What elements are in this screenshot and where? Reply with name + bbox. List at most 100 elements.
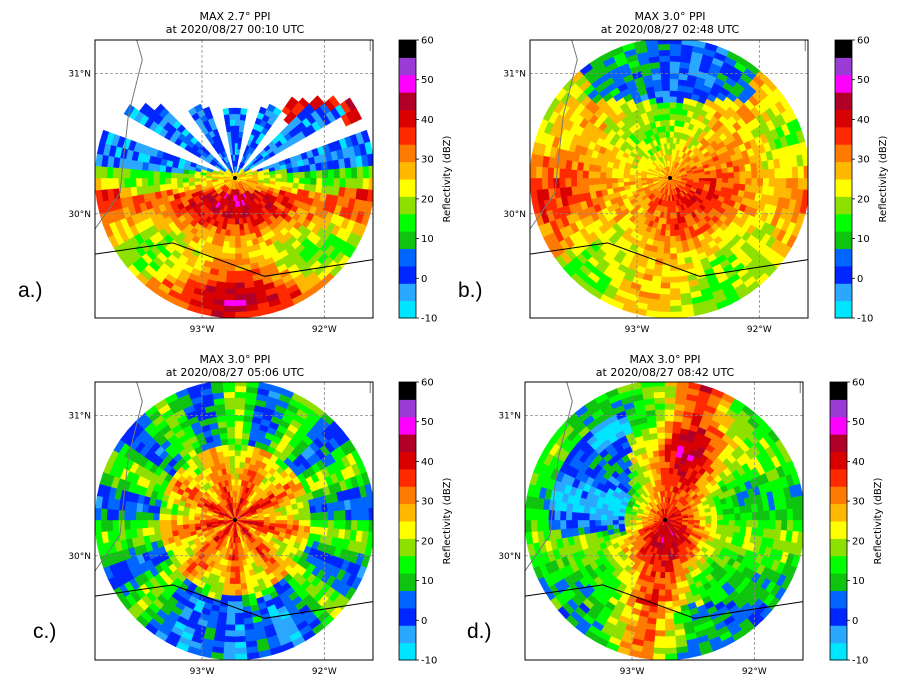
panel-b-colorbar-tick-label: 0 [857,274,863,285]
panel-d-lat-label-0: 31°N [498,411,521,421]
panel-d-colorbar-segment [830,625,847,643]
panel-b-colorbar-segment [835,283,852,301]
panel-b-colorbar-tick-label: 50 [857,75,870,86]
panel-b-colorbar-segment [835,179,852,197]
panel-b-colorbar-tick-label: 30 [857,155,870,166]
panel-a-radar-site-marker [233,176,237,180]
panel-b-lat-label-1: 30°N [503,210,526,220]
panel-a-colorbar-tick-label: 40 [421,115,434,126]
panel-b-colorbar-label: Reflectivity (dBZ) [878,135,889,222]
panel-b-colorbar-segment [835,127,852,145]
panel-c-colorbar-segment [399,556,416,574]
panel-a-colorbar-segment [399,57,416,75]
panel-d-colorbar-tick-label: 10 [852,576,865,587]
panel-a-lat-label-1: 30°N [68,210,91,220]
panel-b-radar-site-marker [668,176,672,180]
panel-d-colorbar-segment [830,399,847,417]
panel-c-colorbar-label: Reflectivity (dBZ) [442,477,453,564]
panel-d-lat-label-1: 30°N [498,552,521,562]
panel-b-colorbar-segment [835,57,852,75]
panel-a-colorbar-segment [399,196,416,214]
panel-a-colorbar-segment [399,179,416,197]
panel-a-colorbar-segment [399,214,416,232]
panel-c-colorbar-segment [399,452,416,470]
panel-c-colorbar-tick-label: 60 [421,378,434,389]
panel-a-colorbar-segment [399,283,416,301]
panel-b-colorbar-segment [835,196,852,214]
panel-d-colorbar-tick-label: 0 [852,616,858,627]
panel-d-colorbar-segment [830,469,847,487]
panel-c-lon-label-0: 93°W [190,667,215,677]
panel-b-colorbar-segment [835,144,852,162]
panel-c-colorbar-segment [399,399,416,417]
panel-d-colorbar-segment [830,504,847,522]
panel-d-colorbar-segment [830,573,847,591]
panel-b-lon-label-1: 92°W [747,325,772,335]
panel-d-colorbar-segment [830,643,847,661]
panel-b-colorbar-segment [835,301,852,319]
panel-d-colorbar-segment [830,382,847,400]
panel-c-colorbar-segment [399,521,416,539]
panel-c-colorbar-tick-label: 0 [421,616,427,627]
panel-b-lon-label-0: 93°W [625,325,650,335]
panel-c-colorbar-segment [399,573,416,591]
panel-c-colorbar-segment [399,434,416,452]
panel-b-colorbar-tick-label: 40 [857,115,870,126]
panel-d-colorbar-segment [830,521,847,539]
panel-a-colorbar-segment [399,127,416,145]
panel-c-colorbar-tick-label: 30 [421,497,434,508]
panel-c-lat-label-0: 31°N [68,411,91,421]
panel-d-map: 31°N 30°N 93°W 92°W [498,380,805,677]
panel-b-colorbar: -100102030405060Reflectivity (dBZ) [835,36,889,325]
panel-c-colorbar: -100102030405060Reflectivity (dBZ) [399,378,453,667]
panel-b-map: 31°N 30°N 93°W 92°W [503,38,810,335]
panel-b-colorbar-tick-label: -10 [857,314,873,325]
panel-d-colorbar-segment [830,486,847,504]
panel-a-colorbar-segment [399,40,416,58]
radar-figure: 31°N 30°N 93°W 92°W -10 0 10 20 30 40 50 60 Reflecti… [0,0,913,693]
panel-a-colorbar-segment [399,162,416,180]
panel-c-colorbar-segment [399,469,416,487]
panel-c-colorbar-segment [399,608,416,626]
panel-b-lat-label-0: 31°N [503,69,526,79]
panel-a-colorbar-segment [399,266,416,284]
panel-d-colorbar-segment [830,434,847,452]
panel-d-colorbar-tick-label: -10 [852,656,868,667]
panel-c-colorbar-segment [399,504,416,522]
panel-c-radar-site-marker [233,518,237,522]
panel-d-colorbar-label: Reflectivity (dBZ) [873,477,884,564]
panel-a-colorbar-segment [399,249,416,267]
panel-a-colorbar-segment [399,144,416,162]
panel-c-colorbar-tick-label: 40 [421,457,434,468]
panel-c-colorbar-segment [399,643,416,661]
panel-d-colorbar-segment [830,591,847,609]
panel-d-colorbar-tick-label: 20 [852,536,865,547]
panel-c-lat-label-1: 30°N [68,552,91,562]
panel-d-colorbar-segment [830,417,847,435]
panel-b-colorbar-segment [835,40,852,58]
panel-b-colorbar-segment [835,266,852,284]
panel-c-colorbar-tick-label: 50 [421,417,434,428]
panel-c-colorbar-segment [399,538,416,556]
panel-d-lon-label-1: 92°W [742,667,767,677]
panel-c-colorbar-segment [399,486,416,504]
panel-a-colorbar-tick-label: 30 [421,155,434,166]
panel-a-colorbar-segment [399,92,416,110]
panel-a-colorbar-segment [399,231,416,249]
panel-a-colorbar-segment [399,110,416,128]
panel-a-lon-label-0: 93°W [190,325,215,335]
panel-a-colorbar-tick-label: 0 [421,274,427,285]
panel-b-colorbar-segment [835,214,852,232]
panel-b-colorbar-tick-label: 20 [857,194,870,205]
panel-b-colorbar-tick-label: 10 [857,234,870,245]
panel-b-colorbar-segment [835,110,852,128]
panel-d-colorbar-segment [830,556,847,574]
panel-a-colorbar-segment [399,301,416,319]
panel-b-colorbar-segment [835,92,852,110]
panel-b-colorbar-segment [835,162,852,180]
panel-c-colorbar-segment [399,382,416,400]
panel-d-radar-site-marker [663,518,667,522]
panel-b-colorbar-segment [835,231,852,249]
panel-c-map: 31°N 30°N 93°W 92°W [68,380,375,677]
panel-a-colorbar-tick-label: 50 [421,75,434,86]
